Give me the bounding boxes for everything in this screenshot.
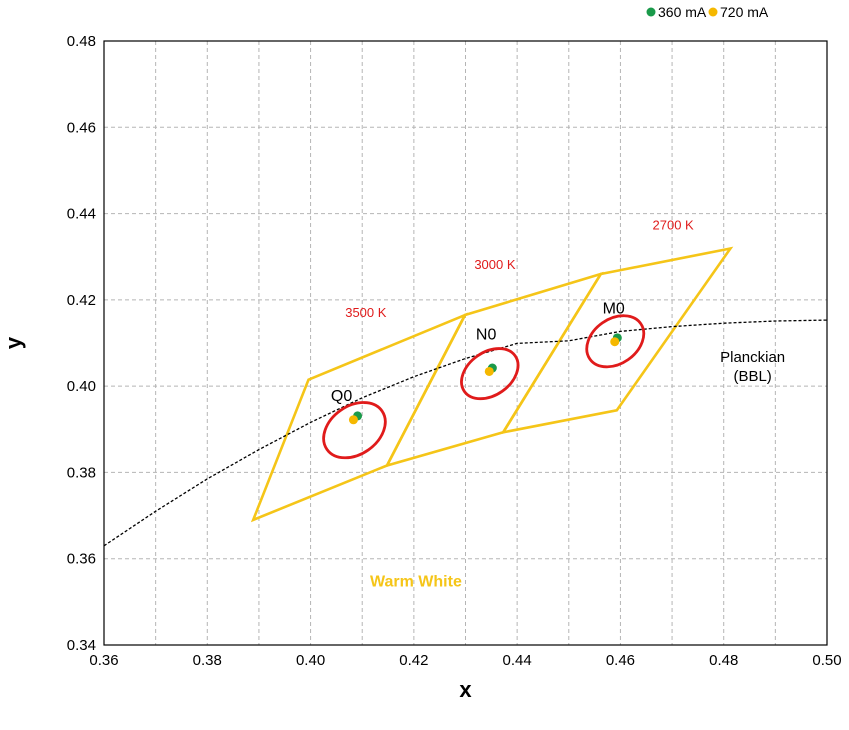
y-tick-label: 0.38: [67, 464, 96, 481]
cct-bin-polygon: [500, 246, 734, 435]
x-tick-label: 0.46: [606, 652, 635, 669]
annotations: Planckian (BBL) Warm White Q0 N0 M0 3500 K 3…: [331, 218, 785, 591]
bin-label: N0: [476, 327, 497, 344]
x-tick-label: 0.44: [503, 652, 532, 669]
x-axis-title: x: [459, 677, 472, 702]
bin-label: M0: [603, 301, 625, 318]
y-tick-label: 0.44: [67, 206, 96, 223]
planckian-bbl-label: (BBL): [733, 368, 771, 385]
y-axis-title: y: [1, 336, 26, 349]
x-tick-label: 0.50: [812, 652, 841, 669]
legend: 360 mA 720 mA: [646, 4, 769, 20]
y-tick-label: 0.34: [67, 637, 96, 654]
grid: [104, 41, 827, 645]
bin-ellipses: [322, 314, 646, 460]
cct-label: 3500 K: [345, 305, 387, 320]
y-tick-label: 0.40: [67, 378, 96, 395]
x-tick-label: 0.48: [709, 652, 738, 669]
tick-labels: 0.36 0.38 0.40 0.42 0.44 0.46 0.48 0.500.340.36…: [67, 33, 842, 669]
plot-frame: [103, 40, 828, 646]
bin-ellipse: [322, 401, 387, 460]
y-tick-label: 0.42: [67, 292, 96, 309]
legend-label: 720 mA: [720, 4, 769, 20]
y-tick-label: 0.46: [67, 119, 96, 136]
cct-bins: [250, 246, 734, 523]
y-tick-label: 0.36: [67, 551, 96, 568]
legend-marker: [708, 7, 718, 17]
data-point: [348, 415, 358, 425]
x-tick-label: 0.42: [399, 652, 428, 669]
x-tick-label: 0.38: [193, 652, 222, 669]
data-point: [610, 337, 620, 347]
cct-label: 3000 K: [474, 257, 516, 272]
cct-label: 2700 K: [653, 218, 695, 233]
x-tick-label: 0.40: [296, 652, 325, 669]
bin-ellipse: [585, 314, 646, 369]
bin-label: Q0: [331, 388, 352, 405]
legend-label: 360 mA: [658, 4, 707, 20]
y-tick-label: 0.48: [67, 33, 96, 50]
data-point: [484, 366, 494, 376]
planckian-label: Planckian: [720, 349, 785, 366]
planckian-locus-line: [103, 319, 828, 547]
data-points: [348, 333, 622, 425]
bin-ellipse: [460, 347, 520, 401]
legend-marker: [646, 7, 656, 17]
x-tick-label: 0.36: [89, 652, 118, 669]
warm-white-label: Warm White: [370, 573, 462, 590]
